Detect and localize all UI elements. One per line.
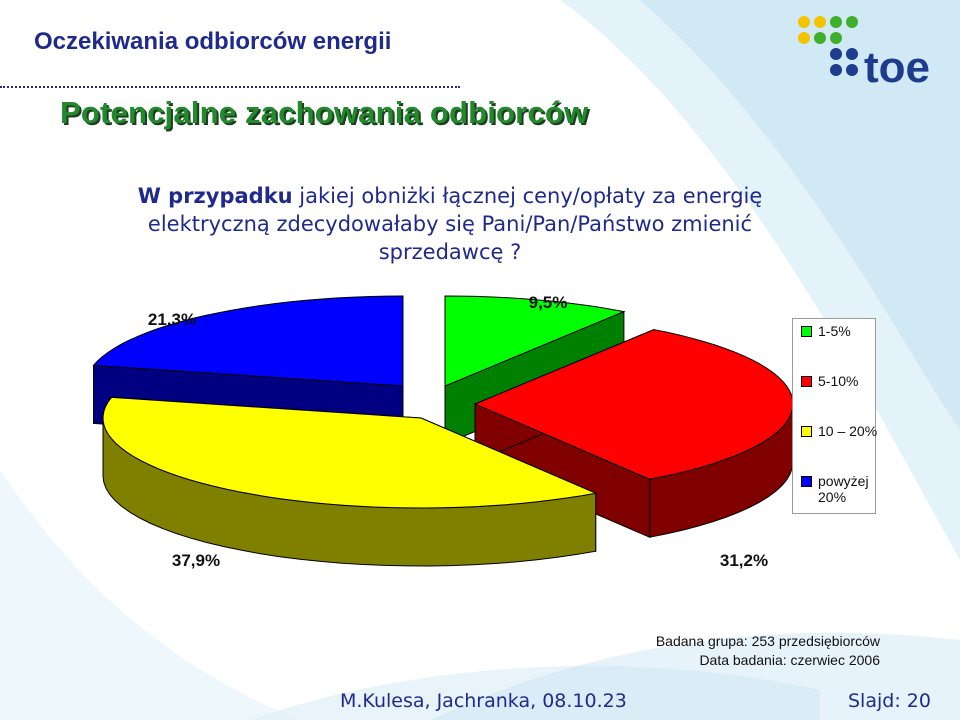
logo-dot	[846, 64, 858, 76]
survey-date: Data badania: czerwiec 2006	[699, 652, 880, 668]
logo-dot	[830, 48, 842, 60]
logo-wordmark: toe	[864, 43, 930, 88]
toe-logo: toe	[798, 16, 930, 88]
header-divider	[0, 86, 460, 88]
legend-swatch	[801, 426, 812, 437]
slide-title: Potencjalne zachowania odbiorców	[60, 95, 589, 130]
legend-swatch	[801, 376, 812, 387]
logo-dot	[830, 64, 842, 76]
survey-group: Badana grupa: 253 przedsiębiorców	[655, 633, 880, 649]
legend-item: 1-5%	[801, 323, 880, 339]
pie-slice-label: 21,3%	[148, 310, 196, 329]
logo-dots	[798, 16, 858, 76]
legend-label: 10 – 20%	[818, 423, 878, 439]
logo-dot	[846, 16, 858, 28]
header-title: Oczekiwania odbiorców energii	[34, 28, 392, 55]
pie-slice	[444, 295, 626, 387]
legend-item: powyżej 20%	[801, 473, 880, 505]
pie-slice-label: 31,2%	[720, 551, 768, 570]
logo-dot	[830, 32, 842, 44]
slide-number: Slajd: 20	[848, 690, 931, 712]
pie-slice	[102, 396, 598, 509]
survey-info: Badana grupa: 253 przedsiębiorców Data b…	[560, 632, 880, 670]
pie-slice-label: 9,5%	[529, 293, 568, 312]
logo-dot	[846, 48, 858, 60]
logo-dot	[814, 32, 826, 44]
logo-dot	[798, 16, 810, 28]
legend-item: 5-10%	[801, 373, 880, 389]
question-lead: W przypadku	[137, 184, 293, 208]
legend-item: 10 – 20%	[801, 423, 880, 439]
question-text: jakiej obniżki łącznej ceny/opłaty za en…	[147, 184, 763, 264]
legend-label: 5-10%	[818, 373, 859, 389]
pie-slice	[92, 295, 404, 387]
chart-legend: 1-5% 5-10% 10 – 20% powyżej 20%	[792, 318, 877, 514]
legend-swatch	[801, 326, 812, 337]
logo-dot	[830, 16, 842, 28]
legend-label: 1-5%	[818, 323, 851, 339]
logo-dot	[798, 32, 810, 44]
logo-dot	[814, 16, 826, 28]
footer-author: M.Kulesa, Jachranka, 08.10.23	[340, 690, 627, 712]
legend-swatch	[801, 476, 812, 487]
survey-question: W przypadku jakiej obniżki łącznej ceny/…	[120, 182, 780, 266]
legend-label: powyżej 20%	[818, 473, 869, 505]
pie-slice-label: 37,9%	[172, 551, 220, 570]
